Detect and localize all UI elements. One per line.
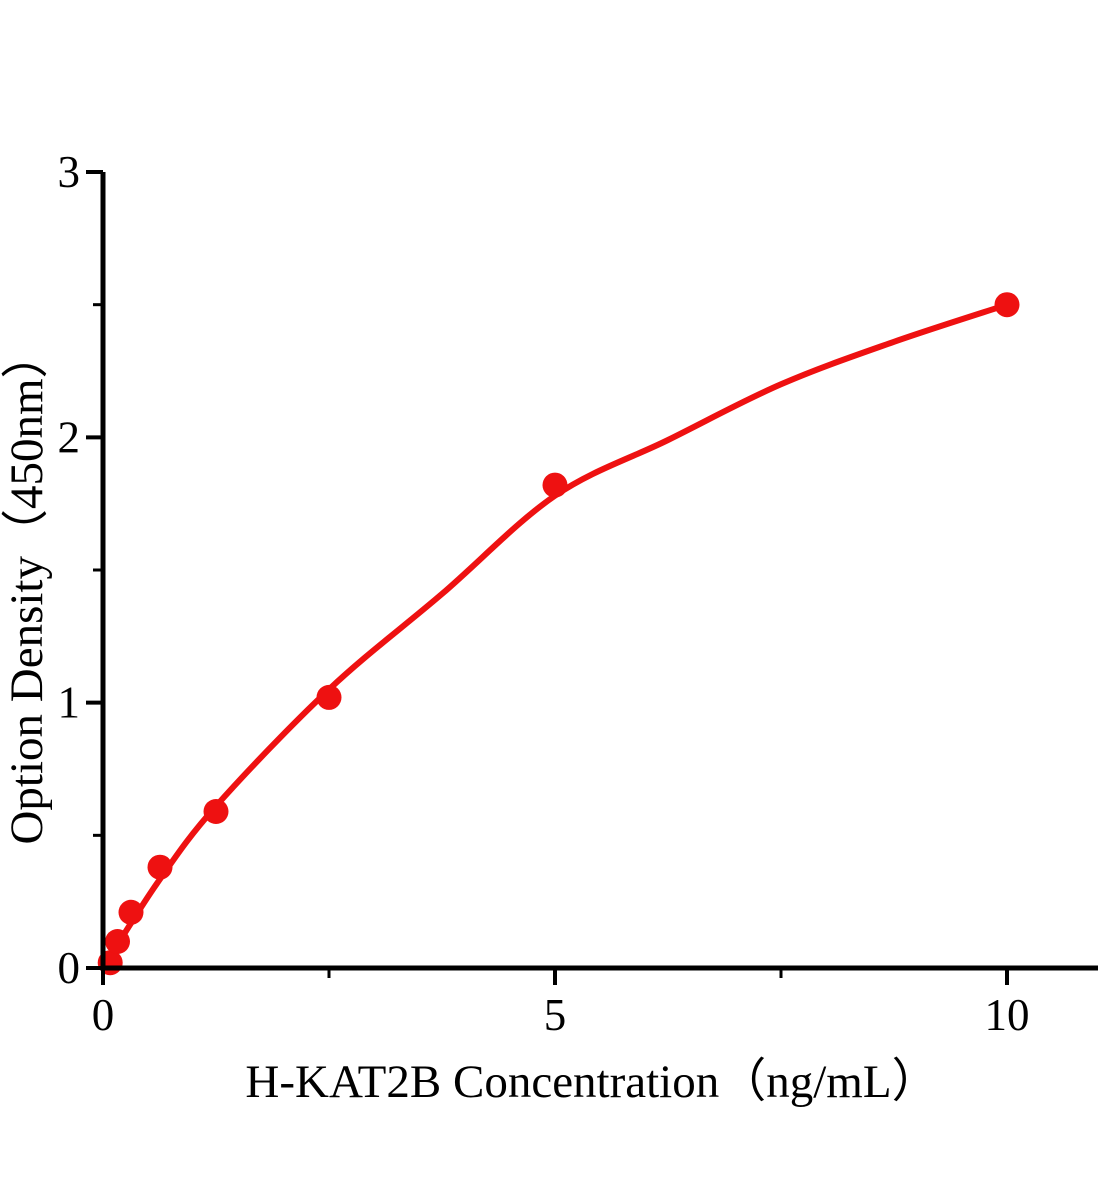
x-tick-label: 0	[92, 990, 115, 1040]
x-axis-title: H-KAT2B Concentration（ng/mL）	[245, 1056, 938, 1108]
x-tick-label: 10	[985, 990, 1030, 1040]
data-point	[105, 929, 130, 954]
data-point	[316, 684, 342, 710]
data-point	[542, 472, 568, 498]
y-tick-label: 3	[58, 147, 81, 197]
data-point	[147, 854, 173, 880]
y-tick-label: 0	[58, 943, 81, 993]
y-tick-label: 2	[58, 412, 81, 462]
data-point	[203, 799, 229, 824]
x-tick-label: 5	[544, 990, 567, 1040]
fit-curve	[100, 301, 1010, 971]
y-tick-label: 1	[58, 678, 81, 728]
data-point	[118, 899, 144, 925]
data-point	[994, 292, 1020, 318]
y-axis-title: Option Density（450nm）	[1, 331, 53, 844]
